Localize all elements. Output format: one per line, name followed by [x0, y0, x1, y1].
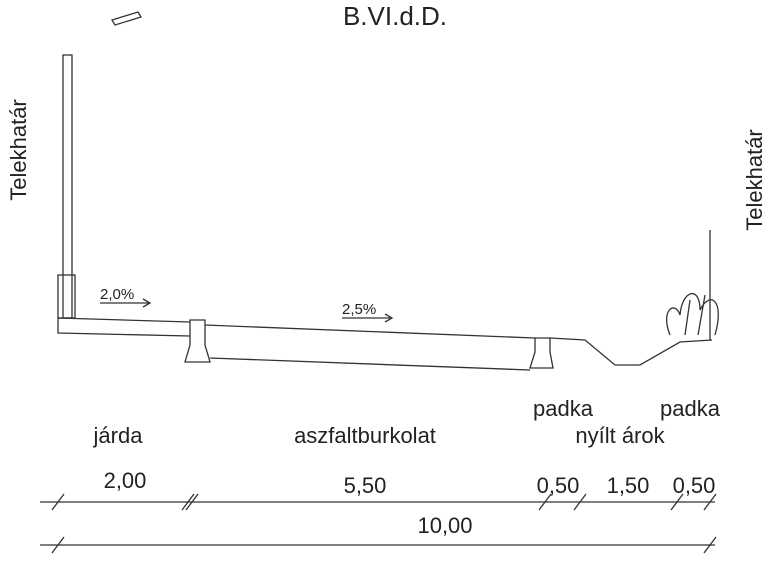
- asphalt: [204, 324, 536, 371]
- dimension-ticks: [51, 493, 717, 554]
- boundary-label: Telekhatár: [742, 129, 767, 231]
- title: B.VI.d.D.: [343, 1, 447, 31]
- dimension-label: 0,50: [537, 473, 580, 498]
- curb-left: [184, 319, 211, 363]
- sidewalk: [57, 317, 191, 337]
- zone-label: padka: [533, 396, 594, 421]
- zone-label: járda: [93, 423, 144, 448]
- dimension-lines: [40, 501, 715, 546]
- fence-post: [62, 54, 73, 319]
- boundary-label: Telekhatár: [6, 99, 31, 201]
- drawing: [40, 11, 719, 554]
- slope-label: 2,5%: [342, 301, 376, 318]
- slope-label: 2,0%: [100, 286, 134, 303]
- dimension-label: 5,50: [344, 473, 387, 498]
- zone-label: nyílt árok: [575, 423, 665, 448]
- dimension-total: 10,00: [417, 513, 472, 538]
- slope-arrows: [100, 298, 394, 323]
- dimension-label: 1,50: [607, 473, 650, 498]
- ditch: [549, 337, 713, 366]
- dimension-label: 0,50: [673, 473, 716, 498]
- zone-label: padka: [660, 396, 721, 421]
- zone-label: aszfaltburkolat: [294, 423, 436, 448]
- bush: [665, 292, 719, 336]
- curb-right: [529, 337, 554, 369]
- dimension-label: 2,00: [104, 468, 147, 493]
- lamp: [111, 11, 142, 26]
